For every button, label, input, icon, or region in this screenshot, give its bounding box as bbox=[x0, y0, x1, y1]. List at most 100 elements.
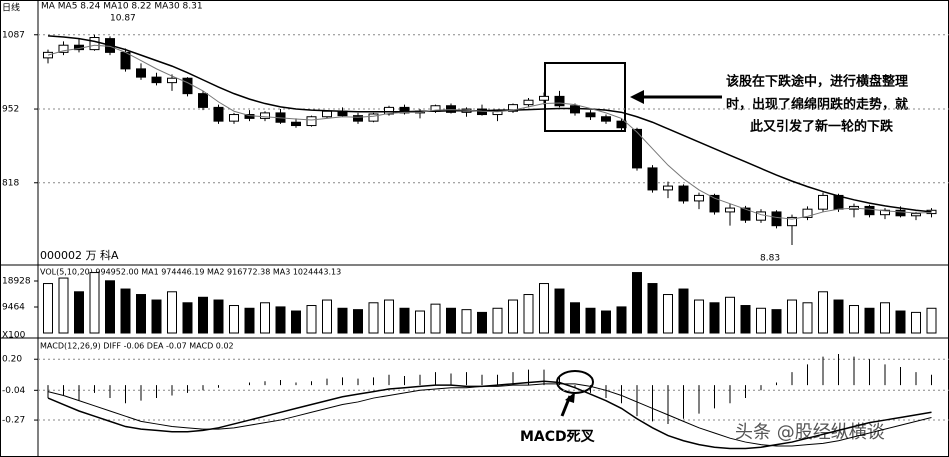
note-line: 此又引发了新一轮的下跌 bbox=[750, 119, 894, 135]
period-label: 日线 bbox=[2, 2, 20, 14]
candle-body bbox=[601, 116, 611, 122]
candle-body bbox=[647, 167, 658, 191]
volume-bar bbox=[415, 310, 425, 334]
macd-header: MACD(12,26,9) DIFF -0.06 DEA -0.07 MACD … bbox=[40, 342, 234, 351]
volume-bar bbox=[849, 305, 859, 334]
candle-body bbox=[182, 77, 193, 95]
candle-body bbox=[539, 95, 549, 101]
candle-body bbox=[120, 51, 131, 70]
note-line: 该股在下跌途中，进行横盘整理 bbox=[726, 74, 908, 90]
line-series bbox=[47, 35, 932, 213]
volume-bar bbox=[368, 302, 379, 334]
candle-body bbox=[632, 128, 642, 169]
candle-body bbox=[911, 213, 921, 217]
volume-bar bbox=[244, 307, 255, 334]
volume-bar bbox=[151, 299, 162, 334]
volume-bar bbox=[275, 306, 286, 334]
volume-bar bbox=[508, 299, 518, 334]
volume-bar bbox=[492, 307, 503, 334]
candle-body bbox=[523, 99, 534, 106]
ma-header: MA MA5 8.24 MA10 8.22 MA30 8.31 bbox=[41, 2, 203, 12]
volume-bar bbox=[616, 306, 627, 334]
volume-bar bbox=[399, 307, 410, 334]
volume-bar bbox=[756, 307, 766, 334]
candle-body bbox=[229, 114, 239, 122]
volume-bar bbox=[632, 272, 642, 334]
candle-body bbox=[678, 185, 689, 202]
volume-bar bbox=[787, 299, 797, 334]
arrowhead bbox=[630, 90, 644, 104]
candle-body bbox=[213, 106, 224, 122]
candle-body bbox=[694, 194, 704, 202]
candle-body bbox=[151, 76, 162, 84]
candle-body bbox=[399, 106, 410, 114]
watermark: 头条 @股经纵横谈 bbox=[735, 422, 885, 443]
candle-body bbox=[880, 209, 890, 216]
volume-bar bbox=[585, 307, 596, 334]
y-tick-label: 1087 bbox=[2, 30, 25, 40]
candle-body bbox=[136, 68, 146, 78]
candle-body bbox=[554, 95, 565, 107]
volume-bar bbox=[182, 302, 193, 334]
volume-unit: X100 bbox=[2, 331, 26, 341]
volume-bar bbox=[740, 305, 751, 334]
candle-body bbox=[616, 120, 627, 129]
volume-bar bbox=[663, 294, 673, 334]
volume-bar bbox=[818, 291, 828, 334]
candle-body bbox=[740, 207, 751, 221]
line-series bbox=[47, 380, 932, 450]
volume-bar bbox=[880, 302, 890, 334]
volume-bar bbox=[105, 280, 115, 334]
volume-bar bbox=[198, 296, 208, 334]
candle-body bbox=[864, 205, 875, 216]
y-tick-label: -0.27 bbox=[2, 416, 25, 426]
y-tick-label: 18928 bbox=[2, 276, 31, 286]
volume-bar bbox=[74, 291, 84, 334]
candle-body bbox=[756, 211, 766, 221]
low-label: 8.83 bbox=[760, 254, 780, 264]
volume-bar bbox=[43, 283, 53, 334]
volume-bar bbox=[709, 302, 720, 334]
volume-bar bbox=[895, 310, 906, 334]
volume-bar bbox=[678, 288, 689, 334]
candle-body bbox=[895, 209, 906, 217]
volume-bar bbox=[337, 307, 348, 334]
candle-body bbox=[260, 112, 270, 119]
volume-bar bbox=[523, 294, 534, 334]
candle-body bbox=[384, 106, 394, 115]
y-tick-label: 952 bbox=[2, 105, 19, 115]
volume-bar bbox=[58, 277, 69, 334]
volume-bar bbox=[167, 291, 177, 334]
volume-bar bbox=[461, 309, 472, 334]
candle-body bbox=[787, 216, 797, 227]
candle-body bbox=[89, 37, 100, 51]
volume-bar bbox=[384, 299, 394, 334]
volume-bar bbox=[213, 299, 224, 334]
candle-body bbox=[306, 116, 317, 127]
note-line: 时，出现了绵绵阴跌的走势，就 bbox=[726, 97, 908, 113]
candle-body bbox=[353, 115, 363, 122]
volume-bar bbox=[864, 307, 875, 334]
candle-body bbox=[167, 77, 177, 84]
y-tick-label: 818 bbox=[2, 178, 19, 188]
macd-annotation: MACD死叉 bbox=[520, 429, 596, 445]
candle-body bbox=[771, 211, 782, 227]
candle-body bbox=[446, 105, 456, 113]
volume-bar bbox=[647, 283, 658, 334]
candle-body bbox=[492, 110, 503, 116]
volume-bar bbox=[136, 294, 146, 334]
candle-body bbox=[58, 44, 69, 53]
volume-bar bbox=[554, 288, 565, 334]
volume-bar bbox=[601, 310, 611, 334]
volume-bar bbox=[446, 307, 456, 334]
volume-bar bbox=[802, 302, 813, 334]
candle-body bbox=[244, 114, 255, 119]
candle-body bbox=[508, 104, 518, 112]
volume-bar bbox=[260, 302, 270, 334]
volume-bar bbox=[477, 311, 487, 334]
volume-bar bbox=[911, 311, 921, 334]
volume-bar bbox=[771, 309, 782, 334]
